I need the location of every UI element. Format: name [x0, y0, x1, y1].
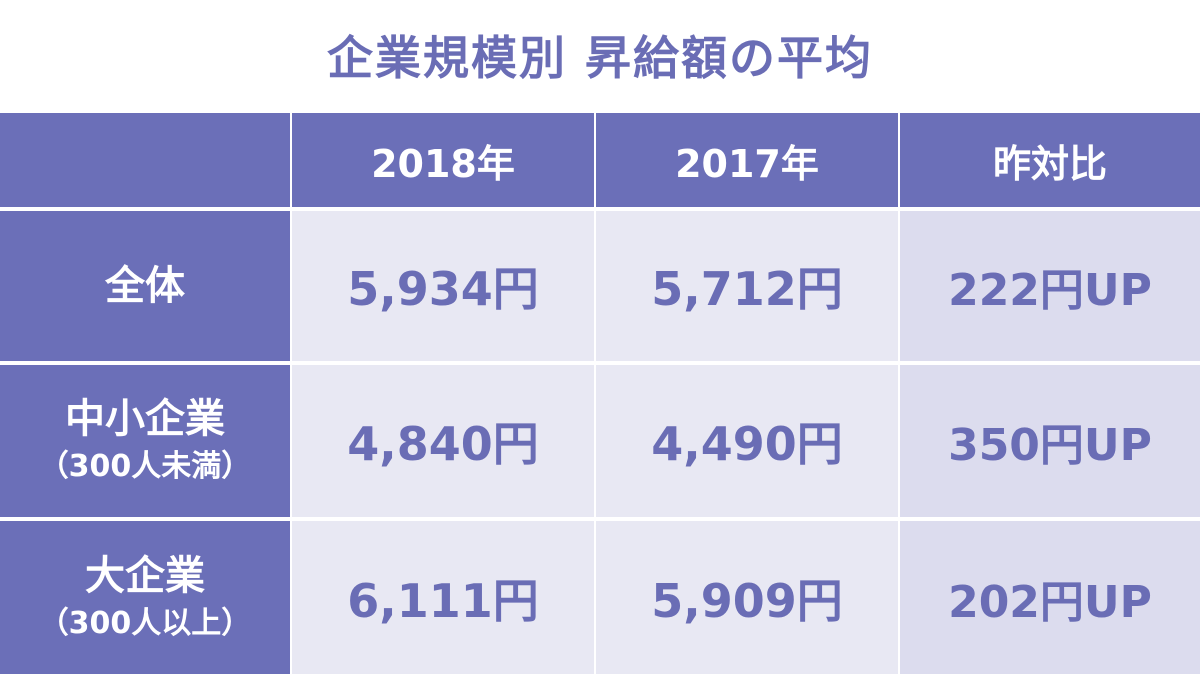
row-label-sub: （300人以上） — [38, 605, 252, 641]
row-label-main: 大企業 — [85, 552, 205, 599]
cell-large-2017: 5,909円 — [596, 521, 898, 674]
row-label-all: 全体 — [0, 211, 290, 361]
cell-large-diff: 202円UP — [900, 521, 1200, 674]
cell-sme-2018: 4,840円 — [292, 365, 594, 517]
cell-sme-2017: 4,490円 — [596, 365, 898, 517]
cell-large-2018: 6,111円 — [292, 521, 594, 674]
row-label-main: 全体 — [105, 263, 185, 309]
cell-all-2018: 5,934円 — [292, 211, 594, 361]
header-2017: 2017年 — [596, 113, 898, 207]
comparison-table: 2018年 2017年 昨対比 全体 5,934円 5,712円 222円UP … — [0, 113, 1200, 684]
chart-title: 企業規模別 昇給額の平均 — [326, 31, 873, 85]
row-label-main: 中小企業 — [65, 396, 225, 442]
row-label-sub: （300人未満） — [38, 449, 252, 484]
header-yoy: 昨対比 — [900, 113, 1200, 207]
cell-sme-diff: 350円UP — [900, 365, 1200, 517]
cell-all-diff: 222円UP — [900, 211, 1200, 361]
header-corner-cell — [0, 113, 290, 207]
row-label-large: 大企業 （300人以上） — [0, 521, 290, 674]
cell-all-2017: 5,712円 — [596, 211, 898, 361]
header-2018: 2018年 — [292, 113, 594, 207]
row-label-sme: 中小企業 （300人未満） — [0, 365, 290, 517]
